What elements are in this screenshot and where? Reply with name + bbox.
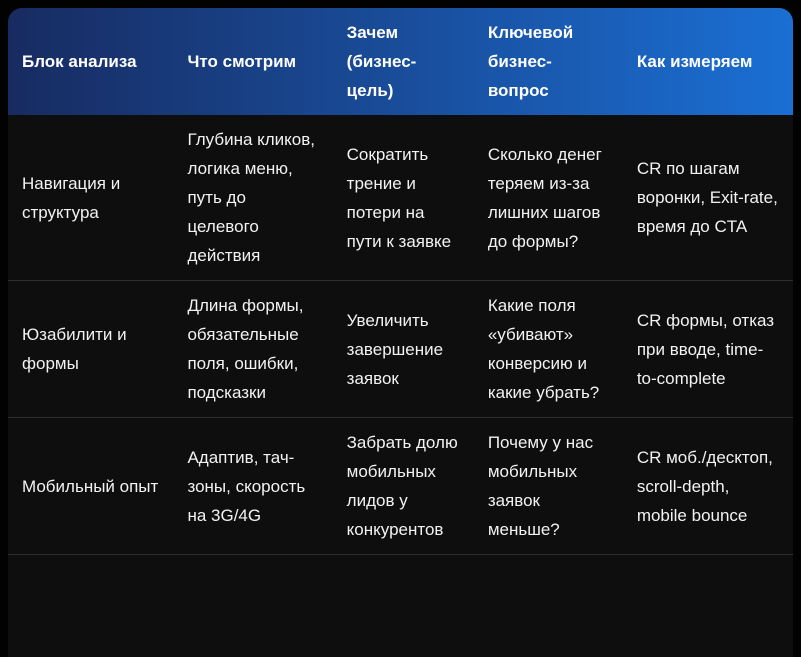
table-row-navigation: Навигация и структура Глубина кликов, ло… [8,115,793,281]
cell-row2-goal: Увеличить завершение заявок [332,280,474,418]
cell-row2-look: Длина формы, обязательные поля, ошибки, … [173,280,333,418]
header-cell-key-business-question: Ключевой бизнес-вопрос [487,23,574,100]
header-cell-analysis-block: Блок анализа [22,52,137,71]
cell-row3-look: Адаптив, тач-зоны, скорость на 3G/4G [173,417,333,555]
table-row-usability: Юзабилити и формы Длина формы, обязатель… [8,280,793,418]
cell-row2-measure: CR формы, отказ при вводе, time-to-compl… [622,280,793,418]
header-cell-how-we-measure: Как измеряем [636,52,753,71]
analysis-table: Блок анализа Что смотрим Зачем (бизнес-ц… [8,8,793,595]
header-cell-what-we-look-at: Что смотрим [187,52,297,71]
cell-row3-question: Почему у нас мобильных заявок меньше? [473,417,623,555]
cell-row2-block: Юзабилити и формы [8,280,174,418]
table-row-mobile: Мобильный опыт Адаптив, тач-зоны, скорос… [8,417,793,555]
table-row-partial [8,554,793,595]
analysis-table-card: Блок анализа Что смотрим Зачем (бизнес-ц… [8,8,793,657]
cell-row1-look: Глубина кликов, логика меню, путь до цел… [173,115,333,281]
cell-row1-goal: Сократить трение и потери на пути к заяв… [332,115,474,281]
header-row: Блок анализа Что смотрим Зачем (бизнес-ц… [8,8,793,115]
cell-row3-block: Мобильный опыт [8,417,174,555]
cell-row1-question: Сколько денег теряем из-за лишних шагов … [473,115,623,281]
header-cell-business-goal: Зачем (бизнес-цель) [346,23,417,100]
cell-row3-measure: CR моб./десктоп, scroll-depth, mobile bo… [622,417,793,555]
cell-row2-question: Какие поля «убивают» конверсию и какие у… [473,280,623,418]
cell-row1-block: Навигация и структура [8,115,174,281]
cell-row1-measure: CR по шагам воронки, Exit-rate, время до… [622,115,793,281]
cell-row3-goal: Забрать долю мобильных лидов у конкурент… [332,417,474,555]
